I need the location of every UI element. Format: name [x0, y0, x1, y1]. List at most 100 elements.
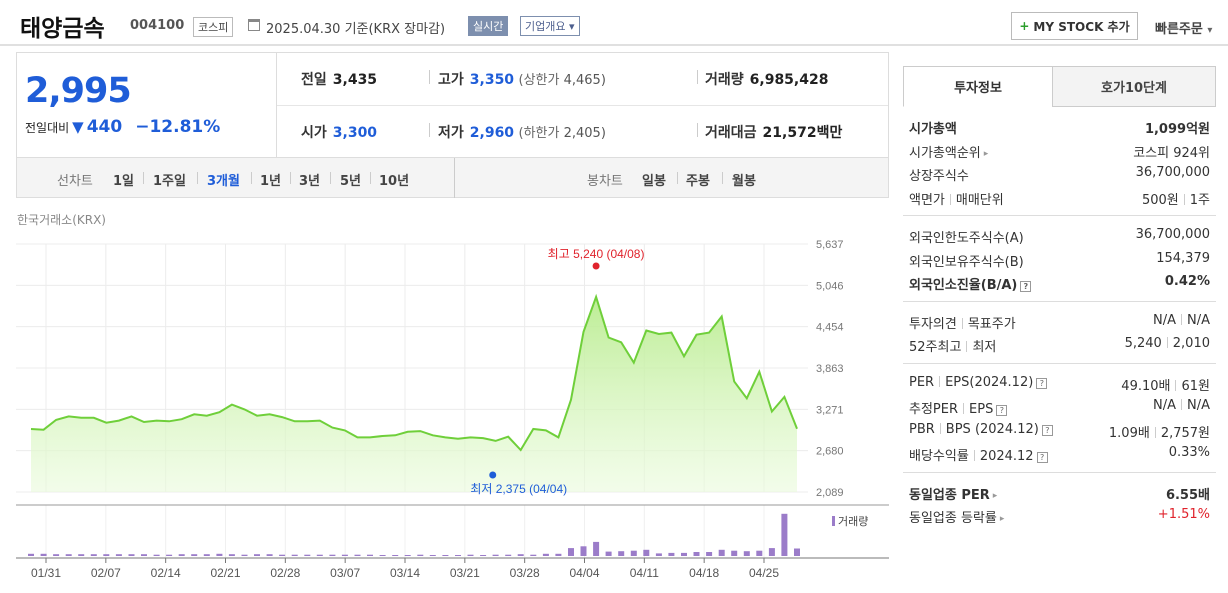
- tab-3y[interactable]: 3년: [299, 174, 321, 189]
- info-key: PBR BPS (2024.12)?: [909, 422, 1053, 437]
- price-chart[interactable]: 5,637 5,046 4,454 3,863 3,271 2,680 2,089 최고 5…: [0, 230, 890, 593]
- tab-5y[interactable]: 5년: [340, 174, 362, 189]
- volume-bar: [203, 554, 210, 556]
- info-value-part: 2,010: [1172, 336, 1210, 351]
- y-tick-label: 3,271: [816, 404, 844, 416]
- divider: [722, 172, 723, 184]
- chevron-right-icon[interactable]: ▸: [999, 514, 1005, 524]
- info-section: 시가총액 1,099억원 시가총액순위 ▸ 코스피 924위 상장주식수 36,700,00…: [903, 107, 1216, 216]
- tab-investment-info[interactable]: 투자정보: [903, 66, 1053, 107]
- volume-bar: [90, 554, 97, 556]
- volume-bar: [53, 554, 60, 556]
- volume-bar: [266, 554, 273, 556]
- tab-1w[interactable]: 1주일: [153, 174, 186, 189]
- divider: [1183, 193, 1185, 205]
- help-icon[interactable]: ?: [996, 405, 1008, 416]
- tab-order-book[interactable]: 호가10단계: [1052, 66, 1216, 107]
- volume-bar: [191, 554, 198, 556]
- chevron-right-icon[interactable]: ▸: [983, 148, 989, 159]
- help-icon[interactable]: ?: [1020, 281, 1032, 292]
- info-value: 1,099억원: [1144, 122, 1210, 137]
- info-key-text: 시가총액순위: [909, 145, 981, 161]
- stock-header: 태양금속 004100 코스피 2025.04.30 기준(KRX 장마감) 실…: [0, 0, 1228, 46]
- down-triangle-icon: ▼: [72, 118, 84, 136]
- divider: [966, 341, 968, 352]
- info-value: 36,700,000: [1135, 165, 1210, 180]
- volume-bar: [492, 554, 499, 556]
- upper-label: (상한가: [518, 73, 560, 88]
- quote-row: 전일 3,435 고가 3,350 (상한가 4,465) 거래량 6,985,428: [277, 53, 888, 105]
- x-tick-label: 02/14: [151, 566, 181, 580]
- x-tick-label: 02/07: [91, 566, 121, 580]
- info-value-part: N/A: [1153, 312, 1176, 328]
- x-tick-label: 03/28: [510, 566, 540, 580]
- volume-bar: [392, 555, 399, 556]
- info-section: 외국인한도주식수(A) 36,700,000 외국인보유주식수(B) 154,379 외…: [903, 216, 1216, 302]
- volume-bar: [153, 554, 160, 556]
- tab-1y[interactable]: 1년: [260, 174, 282, 189]
- high-value: 3,350: [469, 72, 515, 88]
- low-annotation: 최저 2,375 (04/04): [470, 482, 567, 496]
- candle-chart-label[interactable]: 봉차트: [587, 174, 623, 189]
- info-value: 154,379: [1156, 250, 1210, 266]
- info-key: 외국인보유주식수(B): [909, 251, 1024, 270]
- tab-daily[interactable]: 일봉: [642, 174, 666, 189]
- tab-3m[interactable]: 3개월: [207, 174, 240, 189]
- volume-bar: [794, 548, 800, 556]
- my-stock-add-button[interactable]: + MY STOCK 추가: [1011, 12, 1138, 40]
- lower-limit: (하한가 2,405): [519, 126, 606, 141]
- change-value: 440: [86, 117, 123, 137]
- info-row: 시가총액 1,099억원: [909, 115, 1210, 139]
- volume-bar: [141, 554, 147, 556]
- info-row: 투자의견 목표주가 N/A N/A: [909, 310, 1210, 334]
- y-tick-label: 5,637: [816, 239, 844, 251]
- y-tick-label: 3,863: [816, 363, 844, 375]
- info-section: PER EPS(2024.12)? 49.10배 61원 추정PER EPS? N/A N/A…: [903, 364, 1216, 473]
- info-key-text: 시가총액: [909, 122, 957, 137]
- quick-order-button[interactable]: 빠른주문 ▾: [1155, 18, 1212, 37]
- info-key: 외국인소진율(B/A)?: [909, 274, 1032, 293]
- tab-weekly[interactable]: 주봉: [686, 174, 710, 189]
- volume-bar: [668, 552, 675, 556]
- volume-bar: [429, 555, 436, 556]
- high-label: 고가: [438, 72, 464, 88]
- volume-bar: [228, 554, 235, 556]
- tab-1d[interactable]: 1일: [113, 174, 135, 189]
- line-chart-label[interactable]: 선차트: [57, 174, 93, 189]
- divider: [1166, 337, 1168, 348]
- info-section: 투자의견 목표주가 N/A N/A 52주최고 최저 5,240 2,010: [903, 302, 1216, 364]
- volume-bar: [316, 554, 323, 556]
- volume-bar: [354, 554, 361, 556]
- volume-bar: [291, 554, 298, 556]
- info-row: 외국인보유주식수(B) 154,379: [909, 248, 1210, 272]
- info-key: 배당수익률 2024.12?: [909, 445, 1048, 464]
- info-key: 투자의견 목표주가: [909, 313, 1016, 332]
- info-value-part: 61원: [1181, 378, 1210, 394]
- change-label: 전일대비: [25, 120, 70, 135]
- y-axis-ticks: 5,637 5,046 4,454 3,863 3,271 2,680 2,089: [816, 239, 844, 499]
- tab-10y[interactable]: 10년: [379, 174, 410, 189]
- info-section: 동일업종 PER ▸ 6.55배 동일업종 등락률 ▸ +1.51%: [903, 473, 1216, 534]
- info-row: 외국인소진율(B/A)? 0.42%: [909, 271, 1210, 295]
- help-icon[interactable]: ?: [1041, 424, 1053, 436]
- divider: [251, 172, 252, 184]
- realtime-button[interactable]: 실시간: [468, 16, 509, 36]
- tab-monthly[interactable]: 월봉: [732, 174, 756, 189]
- help-icon[interactable]: ?: [1036, 452, 1048, 463]
- divider: [697, 123, 698, 137]
- divider: [963, 403, 965, 414]
- company-overview-dropdown[interactable]: 기업개요 ▾: [520, 16, 580, 36]
- divider: [143, 172, 144, 184]
- info-key-text: 동일업종 PER: [909, 487, 990, 503]
- divider: [1175, 379, 1177, 391]
- chevron-right-icon[interactable]: ▸: [992, 490, 998, 501]
- info-key-part: 매매단위: [955, 192, 1004, 208]
- volume-value: 6,985,428: [749, 72, 829, 88]
- info-value: 코스피 924위: [1133, 145, 1210, 161]
- amount-value: 21,572: [762, 125, 817, 141]
- chevron-down-icon: ▾: [568, 20, 575, 33]
- help-icon[interactable]: ?: [1036, 377, 1048, 389]
- volume-bar: [505, 554, 512, 556]
- volume-bar: [568, 548, 574, 556]
- info-row: 배당수익률 2024.12? 0.33%: [909, 442, 1210, 466]
